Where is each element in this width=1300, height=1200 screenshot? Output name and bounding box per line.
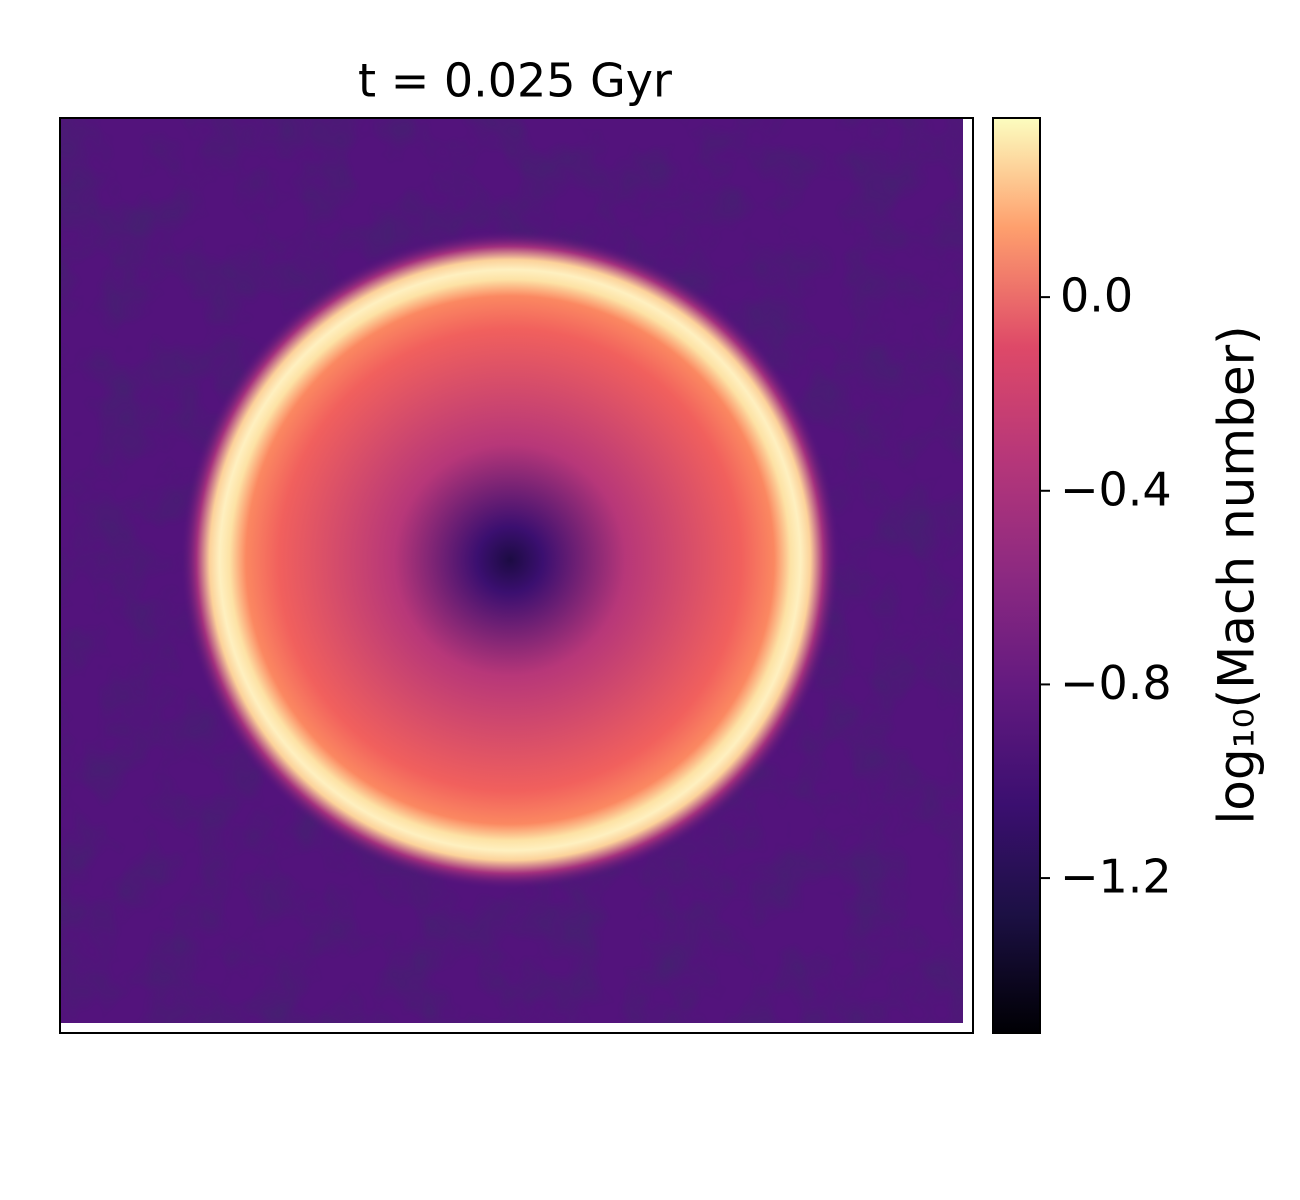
chart-title: t = 0.025 Gyr [358, 54, 672, 108]
colorbar [992, 117, 1041, 1034]
colorbar-label: log₁₀(Mach number) [1208, 325, 1266, 824]
colorbar-tick-label: −1.2 [1060, 850, 1172, 904]
colorbar-tick-label: −0.8 [1060, 656, 1172, 710]
axes-frame [59, 117, 974, 1034]
colorbar-tick-label: −0.4 [1060, 462, 1172, 516]
colorbar-tick-label: 0.0 [1060, 269, 1133, 323]
heatmap [60, 118, 963, 1023]
